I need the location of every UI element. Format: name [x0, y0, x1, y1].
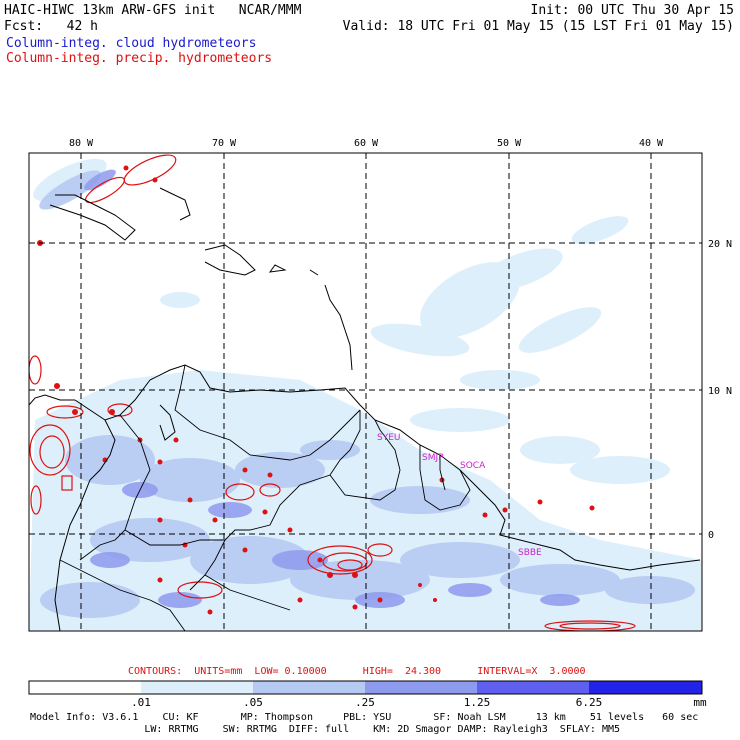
colorbar-label: .01: [131, 696, 151, 709]
lon-label: 40 W: [639, 138, 664, 149]
run-title: HAIC-HIWC 13km ARW-GFS init NCAR/MMM: [4, 3, 302, 18]
lon-label: 70 W: [212, 138, 237, 149]
init-time: Init: 00 UTC Thu 30 Apr 15: [530, 3, 735, 18]
cloud-heavy-shading: [84, 169, 580, 608]
precip-field-label: Column-integ. precip. hydrometeors: [6, 51, 273, 66]
colorbar-label: 6.25: [575, 696, 603, 709]
colorbar-label: .25: [355, 696, 375, 709]
cloud-field-label: Column-integ. cloud hydrometeors: [6, 36, 257, 51]
region-label: SYEU: [377, 433, 400, 443]
colorbar-label: 1.25: [463, 696, 491, 709]
forecast-hour: Fcst: 42 h: [4, 19, 98, 34]
precip-contours: [29, 154, 636, 631]
lon-label: 80 W: [69, 138, 94, 149]
region-label: SBBE: [518, 548, 542, 558]
lat-label: 10 N: [708, 386, 732, 397]
country-borders: [59, 364, 471, 631]
axis-labels: 80 W 70 W 60 W 50 W 40 W 20 N 10 N 0: [69, 138, 732, 541]
lat-label: 0: [708, 530, 714, 541]
colorbar-units: mm: [693, 696, 707, 709]
lon-label: 60 W: [354, 138, 379, 149]
map-frame: [28, 152, 703, 632]
model-info-line2: LW: RRTMG SW: RRTMG DIFF: full KM: 2D Sm…: [30, 724, 621, 735]
cloud-medium-shading: [39, 170, 695, 618]
region-labels: SYEU SMJP SOCA SBBE: [377, 433, 542, 558]
model-info-line1: Model Info: V3.6.1 CU: KF MP: Thompson P…: [30, 712, 699, 723]
lat-label: 20 N: [708, 239, 732, 250]
latlon-grid: [29, 153, 702, 631]
valid-time: Valid: 18 UTC Fri 01 May 15 (15 LST Fri …: [342, 19, 734, 34]
region-label: SMJP: [422, 453, 444, 463]
hydrometeor-fields: SYEU SMJP SOCA SBBE: [29, 153, 702, 631]
contour-info: CONTOURS: UNITS=mm LOW= 0.10000 HIGH= 24…: [128, 666, 586, 677]
colorbar: [28, 680, 703, 695]
region-label: SOCA: [460, 461, 486, 471]
coastlines: [29, 187, 701, 631]
lon-label: 50 W: [497, 138, 522, 149]
colorbar-label: .05: [243, 696, 263, 709]
